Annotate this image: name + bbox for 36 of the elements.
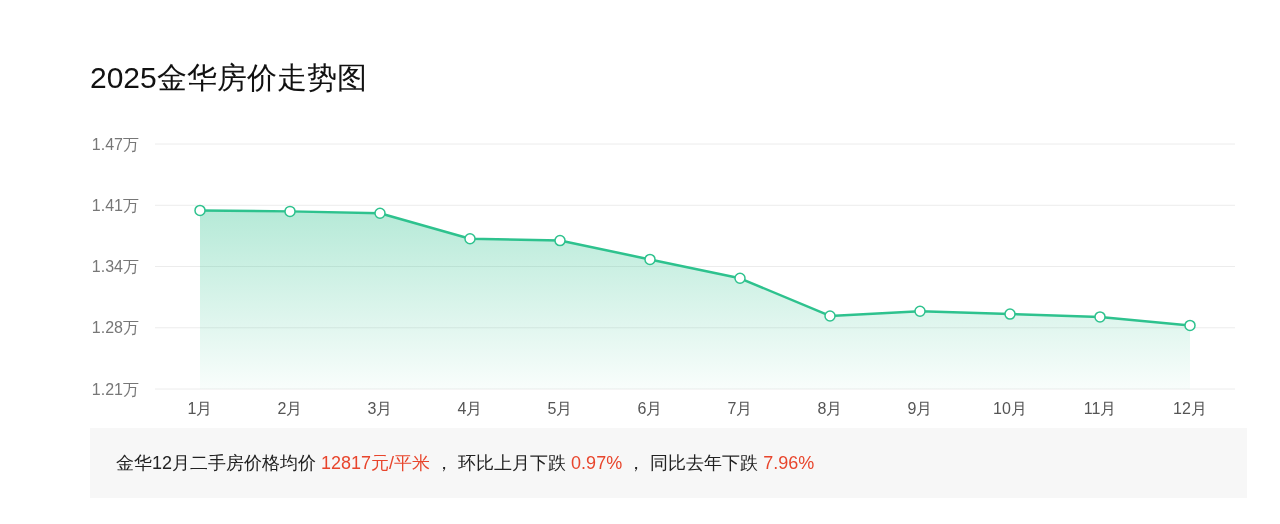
point [554, 234, 566, 247]
text: ， 同比去年下跌 [626, 452, 760, 475]
x-tick-label: 7月 [727, 400, 753, 418]
point [824, 310, 836, 322]
x-tick-label: 6月 [637, 400, 663, 418]
x-tick-label: 3月 [367, 400, 393, 418]
point [374, 207, 386, 220]
point [464, 232, 476, 245]
x-tick-label: 8月 [817, 400, 843, 418]
point [1004, 308, 1016, 320]
text: 0.97% [571, 452, 623, 474]
x-tick-label: 10月 [993, 400, 1027, 418]
y-tick-label: 1.34万 [91, 258, 139, 276]
point [1094, 311, 1106, 323]
x-tick-label: 11月 [1083, 400, 1117, 418]
point [284, 205, 296, 218]
text: 12817元/平米 [321, 452, 431, 475]
point [734, 272, 746, 285]
y-tick-label: 1.47万 [91, 135, 139, 153]
x-tick-label: 9月 [907, 400, 933, 418]
text: 7.96% [763, 452, 815, 474]
x-tick-label: 2月 [277, 400, 303, 418]
y-tick-label: 1.21万 [91, 380, 139, 398]
x-tick-label: 1月 [187, 400, 213, 418]
text: ， 环比上月下跌 [434, 452, 568, 475]
y-tick-label: 1.41万 [91, 196, 139, 214]
x-tick-label: 12月 [1173, 400, 1207, 418]
point [1184, 319, 1196, 332]
chart-title: 2025金华房价走势图 [90, 60, 367, 96]
point [194, 204, 206, 217]
x-tick-label: 5月 [547, 400, 573, 418]
x-tick-label: 4月 [457, 400, 483, 418]
y-tick-label: 1.28万 [91, 319, 139, 337]
text: 金华12月二手房价格均价 [116, 452, 318, 475]
point [914, 305, 926, 318]
point [644, 253, 656, 266]
